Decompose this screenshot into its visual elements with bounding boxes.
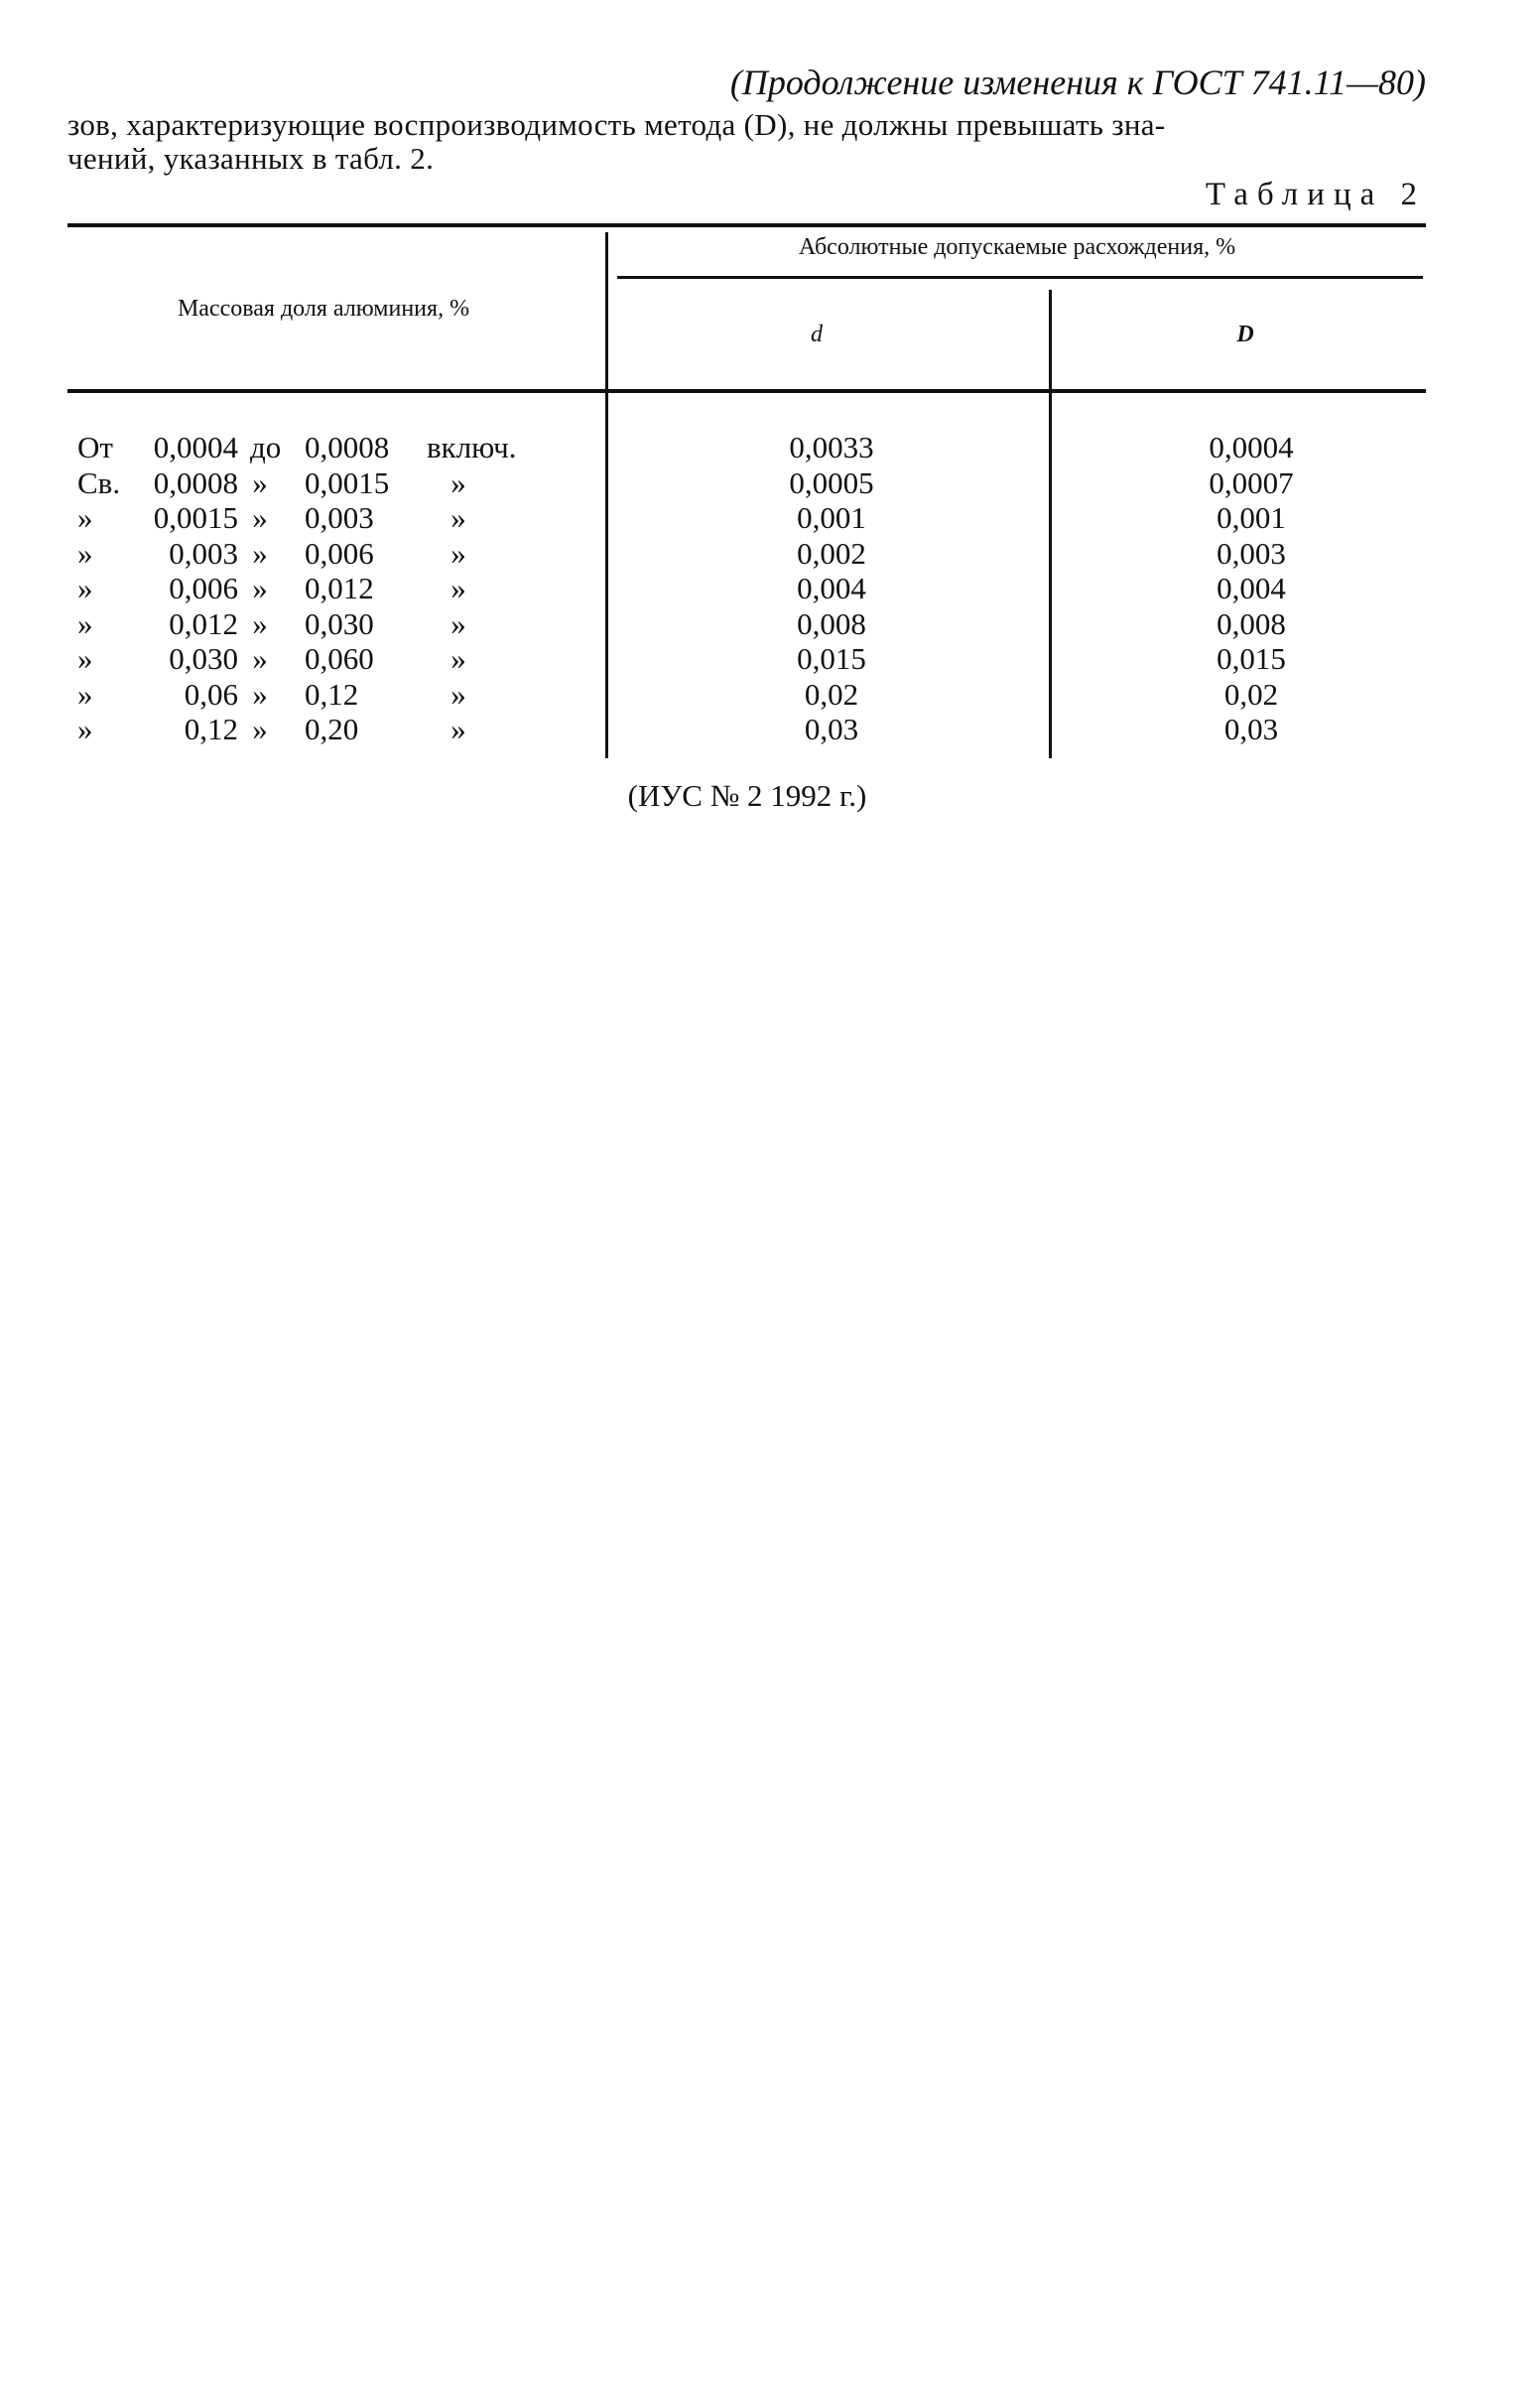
cell-d: 0,0005 (789, 464, 874, 500)
cell-prefix: » (77, 605, 93, 641)
cell-d-upper: 0,004 (1217, 571, 1286, 605)
cell-d: 0,004 (797, 571, 866, 605)
cell-to: 0,20 (305, 712, 359, 746)
cell-to: 0,012 (305, 571, 374, 605)
paragraph-line: зов, характеризующие воспроизводимость м… (67, 107, 1166, 142)
cell-d-upper: 0,0004 (1209, 430, 1294, 464)
group-header-discrepancies: Абсолютные допускаемые расхождения, % (798, 234, 1236, 260)
cell-sep: » (252, 464, 268, 500)
footnote: (ИУС № 2 1992 г.) (627, 778, 867, 813)
paragraph-line: чений, указанных в табл. 2. (67, 141, 435, 176)
cell-suffix: » (450, 641, 466, 676)
cell-from: 0,012 (169, 605, 238, 641)
cell-from: 0,06 (184, 676, 238, 712)
cell-prefix: » (77, 571, 93, 605)
cell-prefix: » (77, 676, 93, 712)
cell-from: 0,003 (169, 535, 238, 571)
cell-sep: » (252, 500, 268, 535)
cell-to: 0,006 (305, 535, 374, 571)
cell-sep: » (252, 641, 268, 676)
cell-d-upper: 0,02 (1223, 676, 1279, 712)
column-divider (1049, 290, 1052, 758)
cell-suffix: » (450, 676, 466, 712)
cell-d-upper: 0,0007 (1209, 464, 1294, 500)
col-header-d: d (811, 322, 823, 347)
cell-to: 0,12 (305, 676, 359, 712)
cell-d-upper: 0,003 (1217, 535, 1286, 571)
cell-suffix: » (450, 571, 466, 605)
cell-d-upper: 0,008 (1217, 605, 1286, 641)
cell-from: 0,0008 (153, 464, 238, 500)
cell-prefix: От (77, 430, 113, 464)
cell-d: 0,015 (797, 641, 866, 676)
cell-d-upper: 0,015 (1217, 641, 1286, 676)
cell-from: 0,030 (169, 641, 238, 676)
cell-prefix: » (77, 712, 93, 746)
cell-d-upper: 0,001 (1217, 500, 1286, 535)
cell-from: 0,0015 (153, 500, 238, 535)
cell-suffix: » (450, 605, 466, 641)
col-header-mass-fraction: Массовая доля алюминия, % (177, 296, 470, 322)
cell-d: 0,008 (797, 605, 866, 641)
cell-suffix: » (450, 500, 466, 535)
cell-sep: » (252, 535, 268, 571)
cell-sep: » (252, 605, 268, 641)
column-divider (605, 232, 608, 758)
document-header: (Продолжение изменения к ГОСТ 741.11—80) (729, 63, 1426, 102)
cell-prefix: Св. (77, 464, 121, 500)
cell-sep: » (252, 676, 268, 712)
group-header-rule (617, 276, 1423, 279)
cell-sep: до (250, 430, 282, 464)
cell-to: 0,060 (305, 641, 374, 676)
cell-from: 0,0004 (153, 430, 238, 464)
cell-suffix: » (450, 464, 466, 500)
cell-d: 0,001 (797, 500, 866, 535)
col-header-D: D (1236, 322, 1254, 347)
cell-d-upper: 0,03 (1223, 712, 1279, 746)
cell-d: 0,03 (804, 712, 859, 746)
cell-suffix: » (450, 535, 466, 571)
cell-to: 0,0008 (305, 430, 390, 464)
cell-d: 0,02 (804, 676, 859, 712)
cell-prefix: » (77, 641, 93, 676)
cell-from: 0,006 (169, 571, 238, 605)
cell-d: 0,0033 (789, 430, 874, 464)
cell-suffix: включ. (427, 430, 517, 464)
header-bottom-rule (67, 389, 1426, 393)
cell-to: 0,030 (305, 605, 374, 641)
cell-prefix: » (77, 500, 93, 535)
cell-to: 0,003 (305, 500, 374, 535)
cell-d: 0,002 (797, 535, 866, 571)
cell-to: 0,0015 (305, 464, 390, 500)
cell-from: 0,12 (184, 712, 238, 746)
cell-sep: » (252, 712, 268, 746)
table-top-rule (67, 223, 1426, 227)
cell-suffix: » (450, 712, 466, 746)
cell-prefix: » (77, 535, 93, 571)
cell-sep: » (252, 571, 268, 605)
table-label: Таблица 2 (1205, 177, 1426, 212)
